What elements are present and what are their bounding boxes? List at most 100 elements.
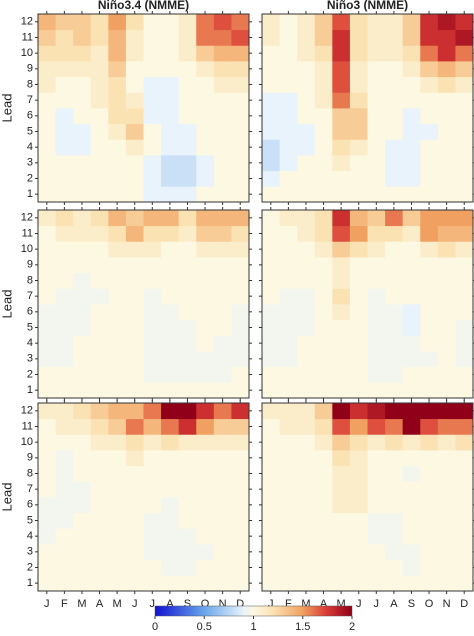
heat-cell	[314, 418, 333, 435]
heat-cell	[314, 241, 333, 258]
heat-cell	[262, 241, 280, 258]
heat-cell	[213, 351, 232, 368]
heat-cell	[90, 528, 109, 545]
heat-cell	[125, 481, 144, 498]
heat-cell	[55, 434, 74, 451]
heat-cell	[437, 434, 456, 451]
heat-cell	[231, 418, 250, 435]
heat-cell	[437, 351, 456, 368]
heat-cell	[73, 559, 92, 576]
heat-cell	[455, 544, 474, 561]
heat-cell	[437, 257, 456, 274]
heat-cell	[73, 92, 92, 109]
heat-cell	[125, 465, 144, 482]
heat-cell	[73, 123, 92, 140]
heat-cell	[279, 61, 298, 78]
heat-cell	[55, 29, 74, 46]
heat-cell	[178, 92, 197, 109]
heat-cell	[349, 155, 368, 172]
heat-cell	[402, 210, 421, 227]
heat-cell	[297, 351, 316, 368]
heat-cell	[213, 210, 232, 227]
heat-cell	[314, 170, 333, 187]
heat-cell	[231, 76, 250, 93]
heat-cell	[38, 92, 56, 109]
y-tick-label: 5	[27, 514, 33, 526]
heat-cell	[161, 544, 180, 561]
heat-cell	[90, 155, 109, 172]
heat-cell	[213, 92, 232, 109]
heat-cell	[196, 366, 215, 383]
heat-cell	[178, 497, 197, 514]
heat-cell	[38, 304, 56, 321]
heat-cell	[349, 559, 368, 576]
heat-cell	[213, 272, 232, 289]
heat-cell	[420, 319, 439, 336]
heat-cell	[367, 76, 386, 93]
heat-cell	[213, 139, 232, 156]
heat-cell	[437, 335, 456, 352]
heat-cell	[385, 170, 404, 187]
heat-cell	[125, 351, 144, 368]
heat-cell	[55, 528, 74, 545]
heat-cell	[161, 288, 180, 305]
heat-cell	[213, 575, 232, 592]
heat-cell	[332, 288, 351, 305]
heat-cell	[349, 319, 368, 336]
heat-cell	[231, 335, 250, 352]
heat-cell	[385, 29, 404, 46]
heat-cell	[420, 29, 439, 46]
heat-cell	[385, 481, 404, 498]
heat-cell	[73, 14, 92, 31]
heat-cell	[385, 108, 404, 125]
heat-cell	[125, 92, 144, 109]
heat-cell	[90, 481, 109, 498]
heat-cell	[455, 225, 474, 242]
heat-cell	[108, 123, 127, 140]
heat-cell	[297, 418, 316, 435]
heat-cell	[90, 108, 109, 125]
heat-cell	[196, 210, 215, 227]
heat-cell	[161, 170, 180, 187]
heat-cell	[279, 450, 298, 467]
heat-cell	[279, 76, 298, 93]
heat-cell	[213, 512, 232, 529]
heat-cell	[231, 14, 250, 31]
heat-cell	[297, 186, 316, 203]
heat-cell	[314, 351, 333, 368]
heat-cell	[161, 382, 180, 399]
heat-cell	[196, 288, 215, 305]
heat-cell	[437, 382, 456, 399]
heat-cell	[231, 155, 250, 172]
heat-cell	[73, 382, 92, 399]
y-tick-label: 6	[27, 499, 33, 511]
heat-cell	[143, 241, 162, 258]
heat-cell	[38, 575, 56, 592]
heat-cell	[297, 559, 316, 576]
heat-cell	[178, 29, 197, 46]
x-tick-label: A	[166, 598, 174, 610]
x-tick-label: N	[219, 598, 227, 610]
y-tick-label: 7	[27, 290, 33, 302]
heat-cell	[314, 403, 333, 420]
heat-cell	[420, 403, 439, 420]
heat-cell	[38, 382, 56, 399]
y-tick-label: 8	[27, 78, 33, 90]
heat-cell	[178, 434, 197, 451]
heat-cell	[332, 155, 351, 172]
heat-cell	[73, 225, 92, 242]
heat-cell	[314, 497, 333, 514]
heat-cell	[161, 481, 180, 498]
heat-cell	[297, 335, 316, 352]
heat-cell	[38, 210, 56, 227]
heat-cell	[455, 139, 474, 156]
heat-cell	[90, 76, 109, 93]
heat-cell	[367, 225, 386, 242]
heat-cell	[55, 335, 74, 352]
heat-cell	[143, 304, 162, 321]
colorbar-tick-label: 1.5	[295, 621, 310, 633]
heat-cell	[262, 45, 280, 62]
heat-cell	[196, 403, 215, 420]
heat-cell	[108, 403, 127, 420]
heat-cell	[55, 418, 74, 435]
